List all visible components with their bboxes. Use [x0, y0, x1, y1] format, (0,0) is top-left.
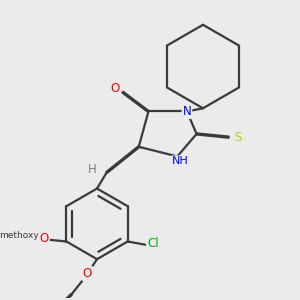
Text: S: S	[235, 131, 242, 144]
Text: methoxy: methoxy	[0, 231, 39, 240]
Text: O: O	[110, 82, 119, 95]
Text: N: N	[183, 105, 191, 118]
Text: O: O	[39, 232, 49, 245]
Text: NH: NH	[172, 156, 189, 166]
Text: O: O	[83, 267, 92, 280]
Text: Cl: Cl	[148, 237, 159, 250]
Text: H: H	[88, 163, 97, 176]
